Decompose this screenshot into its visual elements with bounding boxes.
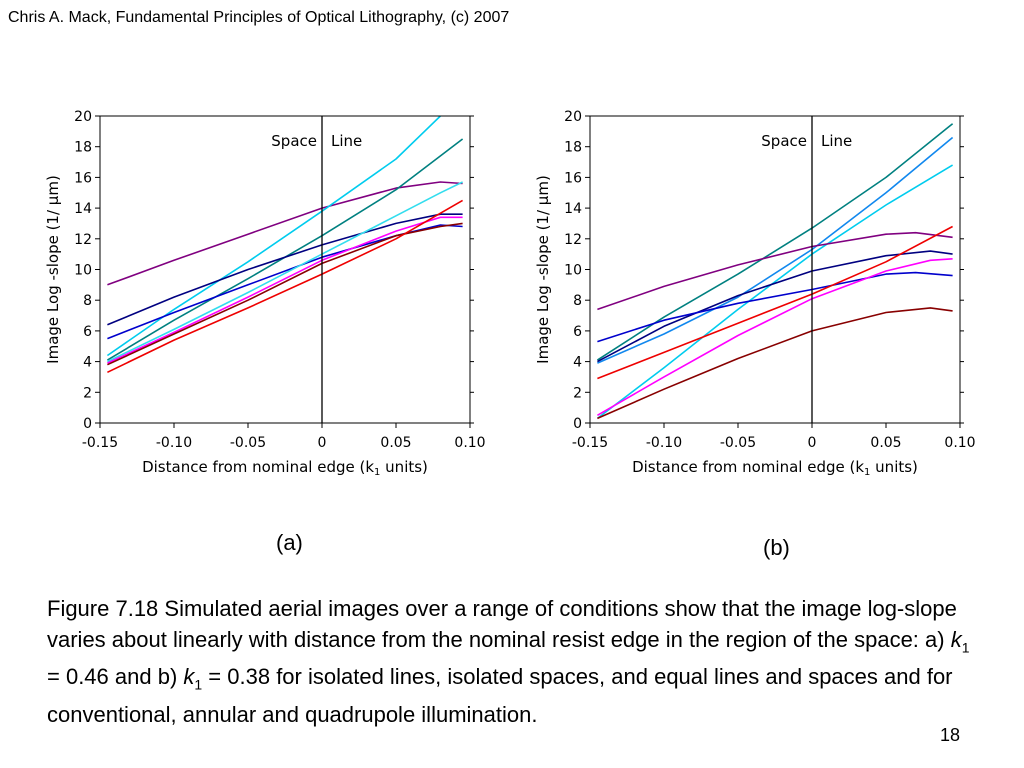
y-tick-label: 8	[83, 293, 92, 309]
figure-caption: Figure 7.18 Simulated aerial images over…	[47, 594, 987, 731]
y-tick-label: 6	[573, 324, 582, 340]
series-line-3	[596, 164, 954, 420]
x-tick-label: -0.15	[82, 435, 118, 451]
y-tick-label: 16	[74, 170, 92, 186]
x-tick-label: -0.05	[230, 435, 266, 451]
y-tick-label: 0	[573, 416, 582, 432]
region-label-line: Line	[821, 132, 852, 150]
y-axis-label: Image Log -slope (1/ μm)	[44, 175, 62, 364]
series-line-8	[107, 222, 463, 366]
panel-label-b: (b)	[763, 535, 790, 560]
chart-svg: 0 2 4 6 8 10 12 14 16 18 20 -0.15 -0.10 -0.05 0 0.05 0.1…	[534, 109, 976, 478]
series-line-3	[106, 138, 464, 361]
x-tick-label: 0.05	[380, 435, 411, 451]
chart-a: 0 2 4 6 8 10 12 14 16 18 20 -0.15 -0.10 -0.05 0 0.05 0.1…	[40, 100, 490, 485]
panel-label-a: (a)	[276, 530, 303, 555]
series-line-2	[597, 136, 954, 364]
slide-header: Chris A. Mack, Fundamental Principles of…	[8, 9, 510, 26]
x-axis-label: Distance from nominal edge (k1 units)	[632, 458, 918, 478]
x-tick-label: -0.10	[156, 435, 192, 451]
y-tick-label: 12	[564, 232, 582, 248]
y-tick-label: 18	[564, 140, 582, 156]
y-tick-label: 20	[74, 109, 92, 125]
x-tick-label: -0.15	[572, 435, 608, 451]
caption-text-2: = 0.46 and b)	[47, 664, 184, 690]
plot-frame	[99, 115, 471, 424]
x-tick-label: 0	[318, 435, 327, 451]
caption-k-symbol: k	[950, 626, 962, 652]
caption-text-3: = 0.38 for isolated lines, isolated spac…	[47, 664, 953, 728]
y-tick-label: 16	[564, 170, 582, 186]
region-label-space: Space	[761, 132, 807, 150]
y-tick-label: 12	[74, 232, 92, 248]
caption-k-symbol: k	[183, 664, 195, 690]
region-label-line: Line	[331, 132, 362, 150]
y-axis-label: Image Log -slope (1/ μm)	[534, 175, 552, 364]
chart-svg: 0 2 4 6 8 10 12 14 16 18 20 -0.15 -0.10 -0.05 0 0.05 0.1…	[44, 109, 486, 478]
region-label-space: Space	[271, 132, 317, 150]
caption-k-subscript: 1	[961, 638, 970, 655]
x-tick-label: -0.05	[720, 435, 756, 451]
y-tick-label: 10	[564, 263, 582, 279]
y-tick-label: 8	[573, 293, 582, 309]
y-tick-label: 4	[573, 355, 582, 371]
y-tick-label: 0	[83, 416, 92, 432]
caption-k-subscript: 1	[194, 676, 203, 693]
x-tick-label: -0.10	[646, 435, 682, 451]
y-tick-label: 10	[74, 263, 92, 279]
x-tick-label: 0.05	[870, 435, 901, 451]
y-tick-label: 18	[74, 140, 92, 156]
x-tick-label: 0.10	[454, 435, 485, 451]
series-line-9	[107, 199, 463, 374]
caption-text-1: Figure 7.18 Simulated aerial images over…	[47, 596, 957, 652]
x-tick-label: 0.10	[944, 435, 975, 451]
x-axis-label: Distance from nominal edge (k1 units)	[142, 458, 428, 478]
y-tick-label: 14	[74, 201, 92, 217]
y-tick-label: 4	[83, 355, 92, 371]
y-tick-label: 2	[573, 385, 582, 401]
series-line-4	[597, 231, 953, 311]
page-number: 18	[940, 725, 961, 745]
series-line-7	[597, 225, 953, 380]
y-tick-label: 20	[564, 109, 582, 125]
y-tick-label: 6	[83, 324, 92, 340]
chart-b: 0 2 4 6 8 10 12 14 16 18 20 -0.15 -0.10 -0.05 0 0.05 0.1…	[530, 100, 980, 485]
x-tick-label: 0	[808, 435, 817, 451]
y-tick-label: 14	[564, 201, 582, 217]
y-tick-label: 2	[83, 385, 92, 401]
